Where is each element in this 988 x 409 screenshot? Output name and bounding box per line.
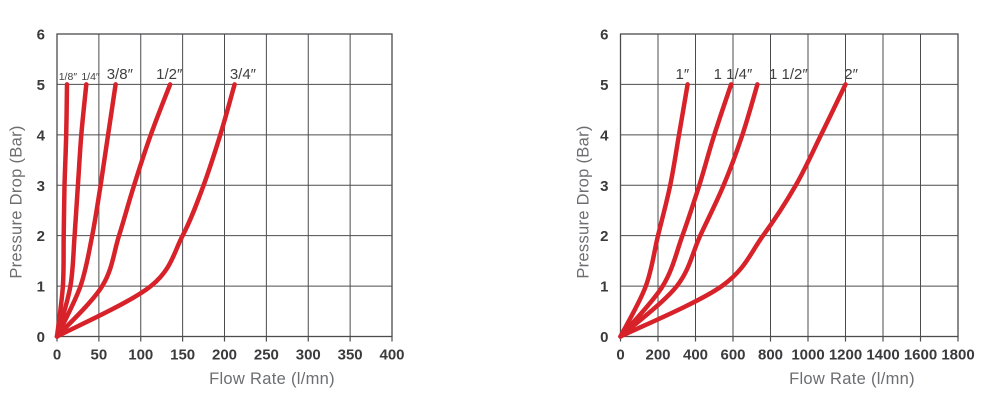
y-tick-label: 2 xyxy=(37,228,45,245)
x-tick-label: 200 xyxy=(212,347,237,364)
curve-label-series-1: 1/4″ xyxy=(81,71,100,83)
y-tick-label: 0 xyxy=(600,329,608,346)
chart-large-pipe-sizes-canvas: 0 200 400 600 800 1000 1200 1400 1600 18000123456… xyxy=(600,27,975,364)
x-tick-label: 600 xyxy=(720,347,745,364)
curve-series-1 xyxy=(618,82,734,339)
x-tick-label: 400 xyxy=(683,347,708,364)
y-tick-label: 6 xyxy=(37,27,45,44)
plot-border xyxy=(56,33,393,338)
x-tick-label: 100 xyxy=(128,347,153,364)
x-tick-label: 1000 xyxy=(791,347,824,364)
y-tick-label: 5 xyxy=(600,77,608,94)
chart-large-pipe-sizes: 0 200 400 600 800 1000 1200 1400 1600 1800 0 1 2 3 4 5 6… xyxy=(494,0,988,409)
x-tick-label: 50 xyxy=(91,347,108,364)
x-tick-label: 350 xyxy=(338,347,363,364)
curve-label-series-4: 3/4″ xyxy=(230,66,257,83)
x-tick-label: 800 xyxy=(758,347,783,364)
curve-label-series-1: 1 1/4″ xyxy=(714,66,753,83)
curve-label-series-0: 1″ xyxy=(676,66,690,83)
x-tick-label: 1200 xyxy=(829,347,862,364)
curve-series-0 xyxy=(618,82,690,339)
curve-series-2 xyxy=(54,82,118,339)
curve-series-3 xyxy=(618,82,848,339)
y-tick-label: 4 xyxy=(600,127,609,144)
y-tick-label: 1 xyxy=(600,279,608,296)
curve-label-series-2: 1 1/2″ xyxy=(769,66,808,83)
curve-label-series-3: 2″ xyxy=(844,66,858,83)
y-tick-label: 2 xyxy=(600,228,608,245)
curve-series-0 xyxy=(54,82,70,339)
x-tick-label: 250 xyxy=(254,347,279,364)
x-axis-title: Flow Rate (l/mn) xyxy=(209,370,335,388)
y-axis-title: Pressure Drop (Bar) xyxy=(7,125,26,279)
x-tick-label: 0 xyxy=(53,347,61,364)
y-tick-label: 1 xyxy=(37,279,45,296)
x-axis-title: Flow Rate (l/mn) xyxy=(789,370,915,388)
x-tick-label: 1600 xyxy=(904,347,937,364)
y-tick-label: 6 xyxy=(600,27,608,44)
curve-series-1 xyxy=(54,82,89,339)
y-tick-label: 5 xyxy=(37,77,45,94)
x-tick-label: 0 xyxy=(616,347,624,364)
x-tick-label: 1400 xyxy=(866,347,899,364)
y-axis-title: Pressure Drop (Bar) xyxy=(574,125,593,279)
x-tick-label: 1800 xyxy=(941,347,974,364)
curve-label-series-3: 1/2″ xyxy=(156,66,183,83)
y-tick-label: 4 xyxy=(37,127,46,144)
y-tick-label: 3 xyxy=(600,178,608,195)
curve-series-3 xyxy=(54,82,173,339)
x-tick-label: 200 xyxy=(645,347,670,364)
curve-label-series-2: 3/8″ xyxy=(107,66,134,83)
x-tick-label: 150 xyxy=(170,347,195,364)
plot-border xyxy=(619,33,959,338)
curve-series-2 xyxy=(618,82,760,339)
x-tick-label: 300 xyxy=(296,347,321,364)
chart-small-pipe-sizes: 0 50 100 150 200 250 300 350 400 0 1 2 3 4 5 6 1/8″ 1/4″ 3… xyxy=(7,27,405,389)
y-tick-label: 0 xyxy=(37,329,45,346)
x-tick-label: 400 xyxy=(379,347,404,364)
chart-small-pipe-sizes-canvas: 0 50 100 150 200 250 300 350 400 0 1 2 3 4 5 6 1/8″ 1/4″ 3… xyxy=(37,27,405,364)
y-tick-label: 3 xyxy=(37,178,45,195)
curve-series-4 xyxy=(54,82,237,339)
curve-label-series-0: 1/8″ xyxy=(59,71,78,83)
